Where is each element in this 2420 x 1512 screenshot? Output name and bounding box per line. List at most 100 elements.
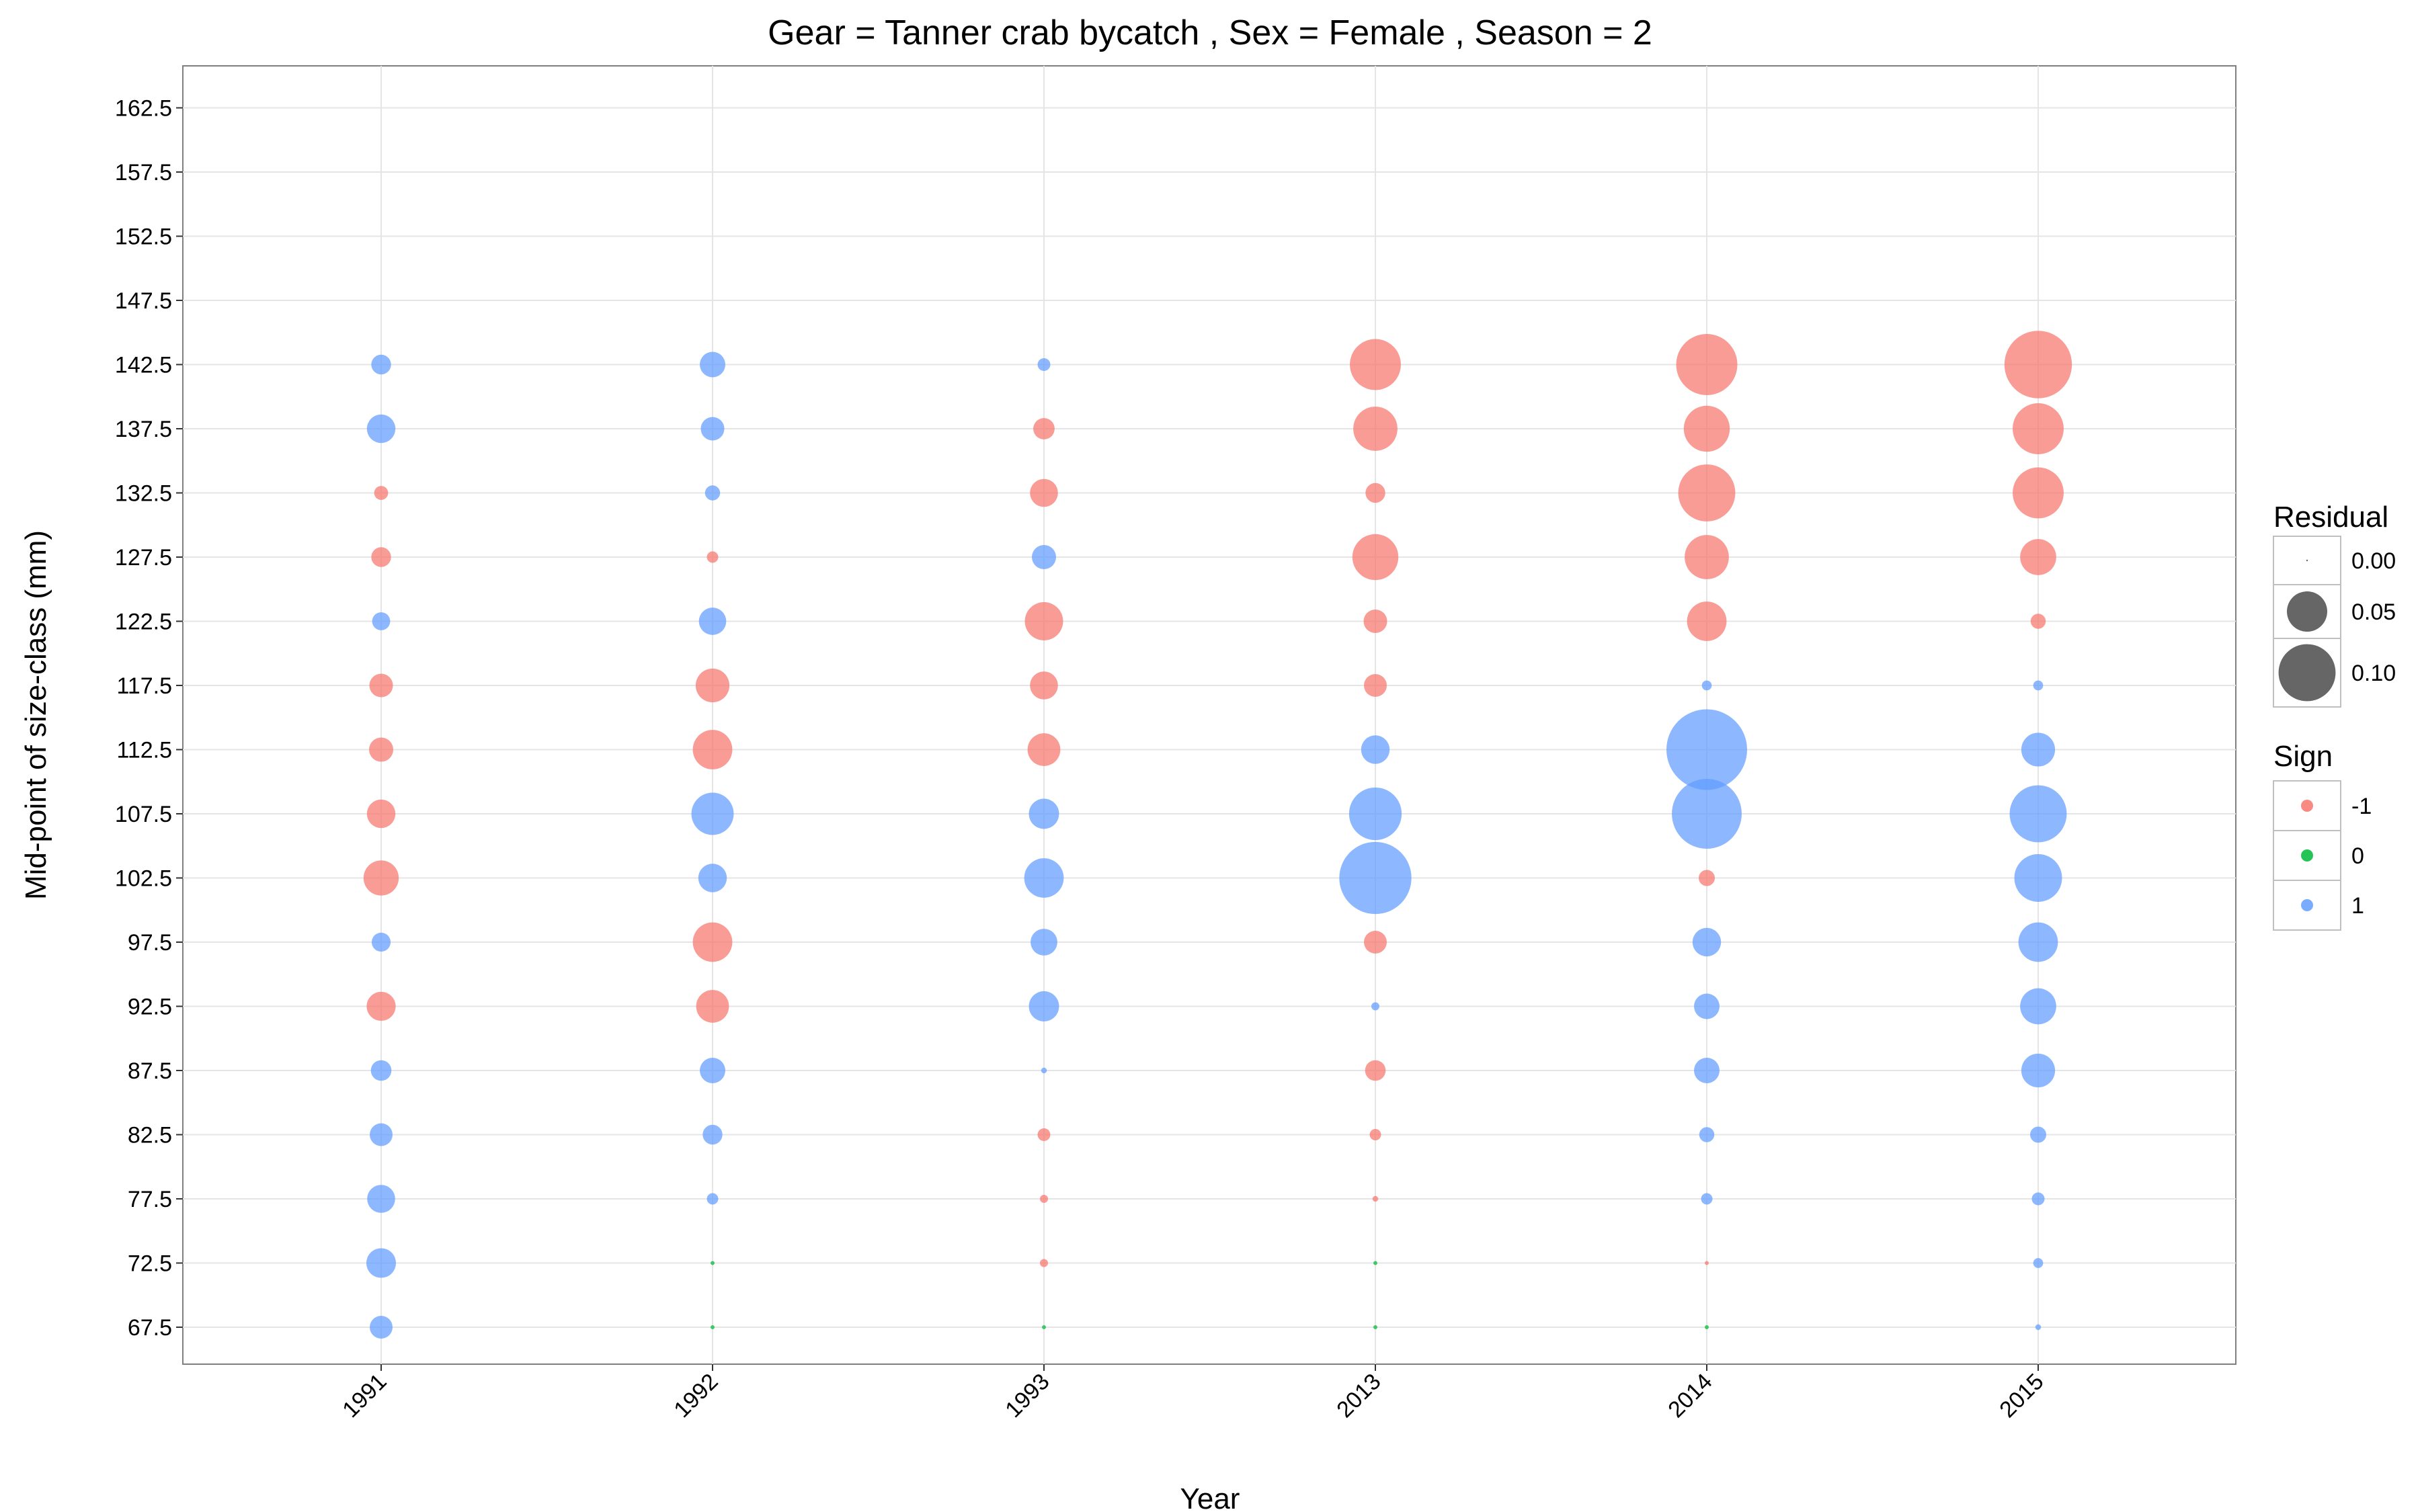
bubble-point (369, 737, 393, 762)
bubble-point (2033, 1258, 2044, 1268)
bubble-point (1030, 671, 1058, 700)
bubble-point (363, 860, 399, 896)
x-tick-label: 2015 (1994, 1369, 2048, 1423)
bubble-point (1694, 993, 1720, 1019)
y-tick-label: 157.5 (115, 160, 172, 185)
bubble-point (1352, 534, 1399, 581)
bubble-point (1041, 1067, 1047, 1074)
y-tick-label: 82.5 (128, 1123, 172, 1148)
bubble-point (1040, 1195, 1048, 1203)
bubble-point (1339, 841, 1412, 915)
y-tick-label: 102.5 (115, 866, 172, 892)
bubble-point (696, 990, 729, 1023)
bubble-point (1040, 1259, 1048, 1267)
x-axis: 1991 1992 1993 2013 2014 2015 (337, 1364, 2049, 1423)
legend-sign-title: Sign (2273, 740, 2333, 773)
bubble-point (1699, 1127, 1715, 1142)
bubble-point (1701, 1193, 1713, 1205)
bubble-point (1692, 927, 1722, 957)
legend-sign-label: 1 (2351, 893, 2364, 919)
y-tick-label: 142.5 (115, 353, 172, 378)
bubble-point (372, 612, 391, 630)
bubble-point (370, 1123, 393, 1146)
bubble-point (1027, 733, 1061, 766)
bubble-point (1030, 478, 1058, 507)
bubble-point (1364, 674, 1387, 697)
bubble-point (2021, 1053, 2056, 1088)
bubble-point (1683, 405, 1730, 452)
bubble-point (1705, 1325, 1709, 1329)
x-tick-label: 1991 (337, 1369, 391, 1423)
bubble-point (374, 486, 389, 500)
bubble-point (366, 414, 396, 444)
bubble-point (691, 792, 734, 835)
bubble-point (370, 1060, 392, 1081)
bubble-point (692, 922, 733, 962)
x-tick-label: 2014 (1663, 1369, 1717, 1423)
bubble-point (367, 1185, 395, 1213)
bubble-point (704, 485, 721, 501)
legend-sign-label: -1 (2351, 794, 2372, 819)
bubble-point (369, 673, 393, 698)
y-axis-title: Mid-point of size-class (mm) (19, 530, 52, 900)
y-tick-label: 72.5 (128, 1251, 172, 1277)
bubble-point (1028, 991, 1059, 1021)
bubble-point (371, 932, 391, 952)
bubble-point (1371, 1002, 1379, 1011)
bubble-point (371, 547, 391, 567)
bubble-point (695, 668, 730, 703)
bubble-point (700, 351, 725, 378)
legend-size-label: 0.00 (2351, 548, 2396, 574)
bubble-point (711, 1325, 715, 1329)
bubble-point (692, 730, 733, 769)
bubble-point (2009, 785, 2067, 843)
y-tick-label: 92.5 (128, 995, 172, 1020)
bubble-point (1699, 870, 1715, 886)
y-tick-label: 122.5 (115, 610, 172, 635)
bubble-point (1032, 545, 1056, 569)
legend-size-key (2278, 644, 2336, 702)
bubble-point (1042, 1325, 1046, 1329)
bubble-point (1694, 1058, 1720, 1083)
y-tick-label: 87.5 (128, 1058, 172, 1084)
bubble-point (707, 1193, 719, 1205)
legend-sign: Sign -1 0 1 (2273, 740, 2372, 931)
legend-sign-key (2301, 800, 2313, 812)
legend-residual: Residual 0.00 0.05 0.10 (2273, 501, 2396, 708)
bubble-point (1365, 1060, 1386, 1081)
y-tick-label: 67.5 (128, 1315, 172, 1341)
y-tick-label: 147.5 (115, 288, 172, 314)
bubble-point (2033, 680, 2044, 691)
x-tick-label: 2013 (1332, 1369, 1385, 1423)
bubble-point (2021, 732, 2056, 767)
bubble-point (1687, 601, 1727, 641)
bubble-point (1364, 931, 1387, 954)
bubble-point (1033, 418, 1055, 439)
bubble-point (1024, 602, 1063, 640)
bubble-point (2030, 614, 2046, 629)
bubble-point (1685, 535, 1729, 579)
bubble-point (1037, 1128, 1051, 1141)
bubble-point (1365, 482, 1385, 503)
chart-title: Gear = Tanner crab bycatch , Sex = Femal… (768, 13, 1652, 52)
y-tick-label: 162.5 (115, 96, 172, 122)
bubble-point (2013, 467, 2064, 519)
data-points (363, 331, 2072, 1339)
bubble-point (1348, 787, 1402, 841)
bubble-point (1701, 680, 1712, 691)
legend-residual-title: Residual (2273, 501, 2388, 534)
y-tick-label: 77.5 (128, 1187, 172, 1212)
bubble-point (366, 1248, 397, 1278)
bubble-point (1024, 858, 1064, 898)
bubble-point (1350, 339, 1401, 390)
legend-size-label: 0.10 (2351, 661, 2396, 686)
legend-size-label: 0.05 (2351, 599, 2396, 625)
bubble-point (1666, 709, 1747, 790)
bubble-point (1672, 779, 1742, 849)
y-axis: 67.5 72.5 77.5 82.5 87.5 92.5 97.5 102.5 107.5 11… (115, 96, 183, 1341)
x-axis-title: Year (1180, 1482, 1240, 1512)
y-tick-label: 152.5 (115, 224, 172, 250)
bubble-point (2018, 922, 2058, 962)
bubble-point (702, 1124, 723, 1145)
